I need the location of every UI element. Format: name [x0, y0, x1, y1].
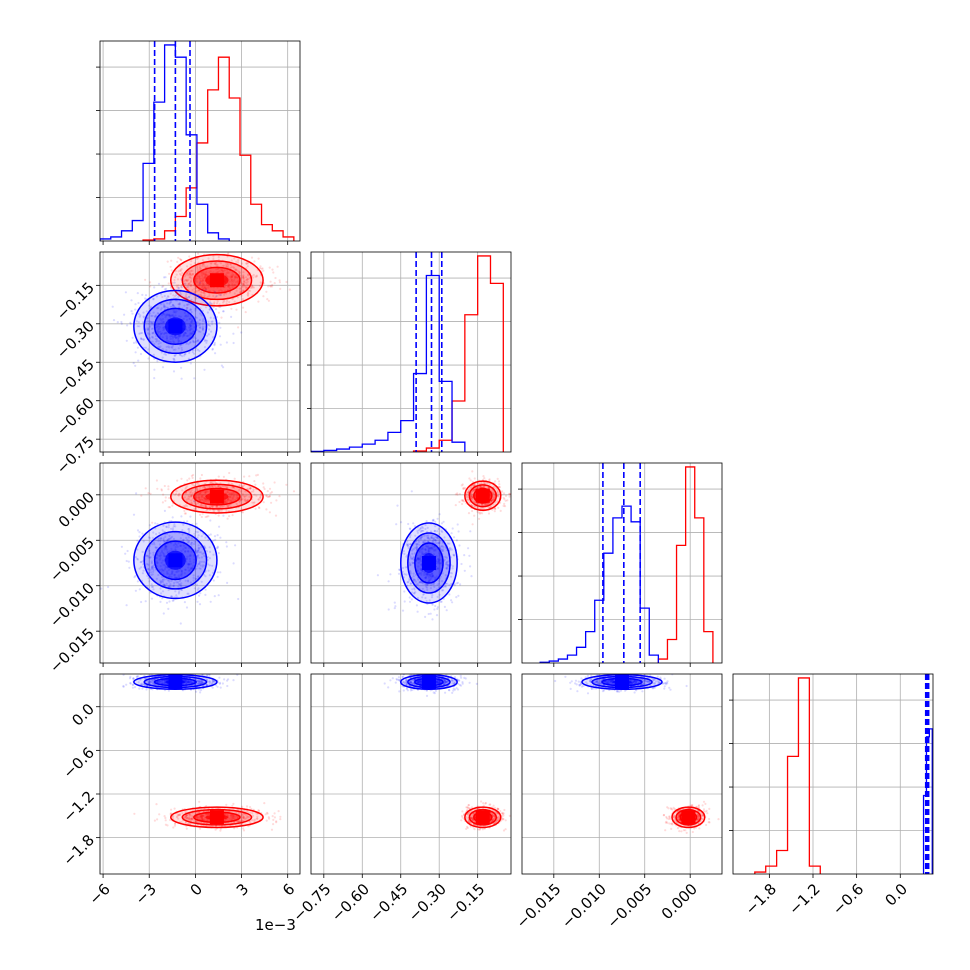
histogram-series-b — [412, 255, 504, 452]
x-axis-offset-text: 1e−3 — [255, 916, 296, 934]
x-tick-label: −0.005 — [603, 880, 655, 932]
density-peak — [168, 319, 183, 334]
x-tick-label: −0.15 — [443, 880, 488, 925]
panel-frame — [310, 251, 512, 453]
panel-2-1 — [310, 462, 512, 667]
panel-3-3 — [729, 673, 934, 878]
y-tick-label: −0.005 — [46, 534, 98, 586]
panel-2-2 — [518, 462, 723, 667]
panel-0-0 — [96, 40, 301, 245]
x-tick-label: 0.000 — [658, 880, 701, 923]
x-tick-label: 0 — [187, 880, 206, 899]
y-tick-label: −1.2 — [60, 787, 98, 825]
density-peak — [421, 556, 436, 570]
x-tick-label: −0.75 — [289, 880, 334, 925]
x-tick-label: −0.30 — [405, 880, 450, 925]
density-peak — [168, 675, 183, 689]
x-tick-label: −0.015 — [513, 880, 565, 932]
y-tick-label: −0.60 — [53, 394, 98, 439]
histogram-series-b — [754, 677, 821, 874]
y-tick-label: −0.010 — [46, 579, 98, 631]
x-tick-label: −1.8 — [742, 880, 780, 918]
x-tick-label: 6 — [279, 880, 298, 899]
density-peak — [421, 675, 436, 689]
y-tick-label: −1.8 — [60, 831, 98, 869]
histogram-series-a — [922, 728, 933, 874]
y-tick-label: −0.15 — [53, 279, 98, 324]
y-tick-label: −0.45 — [53, 356, 98, 401]
density-peak — [615, 675, 629, 689]
panel-frame — [99, 673, 301, 875]
histogram-series-b — [142, 56, 295, 241]
x-tick-label: −0.45 — [366, 880, 411, 925]
x-tick-label: −0.6 — [829, 880, 867, 918]
histogram-series-a — [100, 44, 230, 241]
x-tick-label: 0.0 — [881, 880, 911, 910]
density-peak — [209, 489, 224, 504]
panel-3-1 — [310, 673, 512, 878]
panel-frame — [521, 673, 723, 875]
panel-frame — [310, 673, 512, 875]
panel-3-0 — [96, 673, 301, 878]
panel-3-2 — [521, 673, 723, 878]
panel-frame — [310, 462, 512, 664]
y-tick-label: −0.015 — [46, 624, 98, 676]
y-tick-label: 0.0 — [68, 700, 98, 730]
x-tick-label: −3 — [132, 880, 160, 908]
panel-2-0 — [96, 462, 301, 667]
panel-frame — [99, 251, 301, 453]
histogram-series-b — [657, 466, 714, 663]
x-tick-label: −1.2 — [785, 880, 823, 918]
density-peak — [209, 273, 224, 288]
y-tick-label: −0.75 — [53, 432, 98, 477]
panel-frame — [99, 40, 301, 242]
density-peak — [209, 810, 224, 825]
x-tick-label: −6 — [85, 880, 113, 908]
panel-1-1 — [307, 251, 512, 456]
panel-1-0 — [96, 251, 301, 456]
x-tick-label: −0.010 — [558, 880, 610, 932]
y-tick-label: −0.6 — [60, 744, 98, 782]
density-peak — [475, 488, 490, 503]
panel-frame — [521, 462, 723, 664]
x-tick-label: 3 — [233, 880, 252, 899]
y-tick-label: −0.30 — [53, 317, 98, 362]
y-tick-label: 0.000 — [55, 488, 98, 531]
panel-frame — [732, 673, 934, 875]
density-peak — [681, 810, 696, 825]
x-tick-label: −0.60 — [328, 880, 373, 925]
density-peak — [475, 810, 490, 825]
panel-frame — [99, 462, 301, 664]
density-peak — [168, 553, 183, 568]
histogram-series-a — [311, 274, 466, 452]
